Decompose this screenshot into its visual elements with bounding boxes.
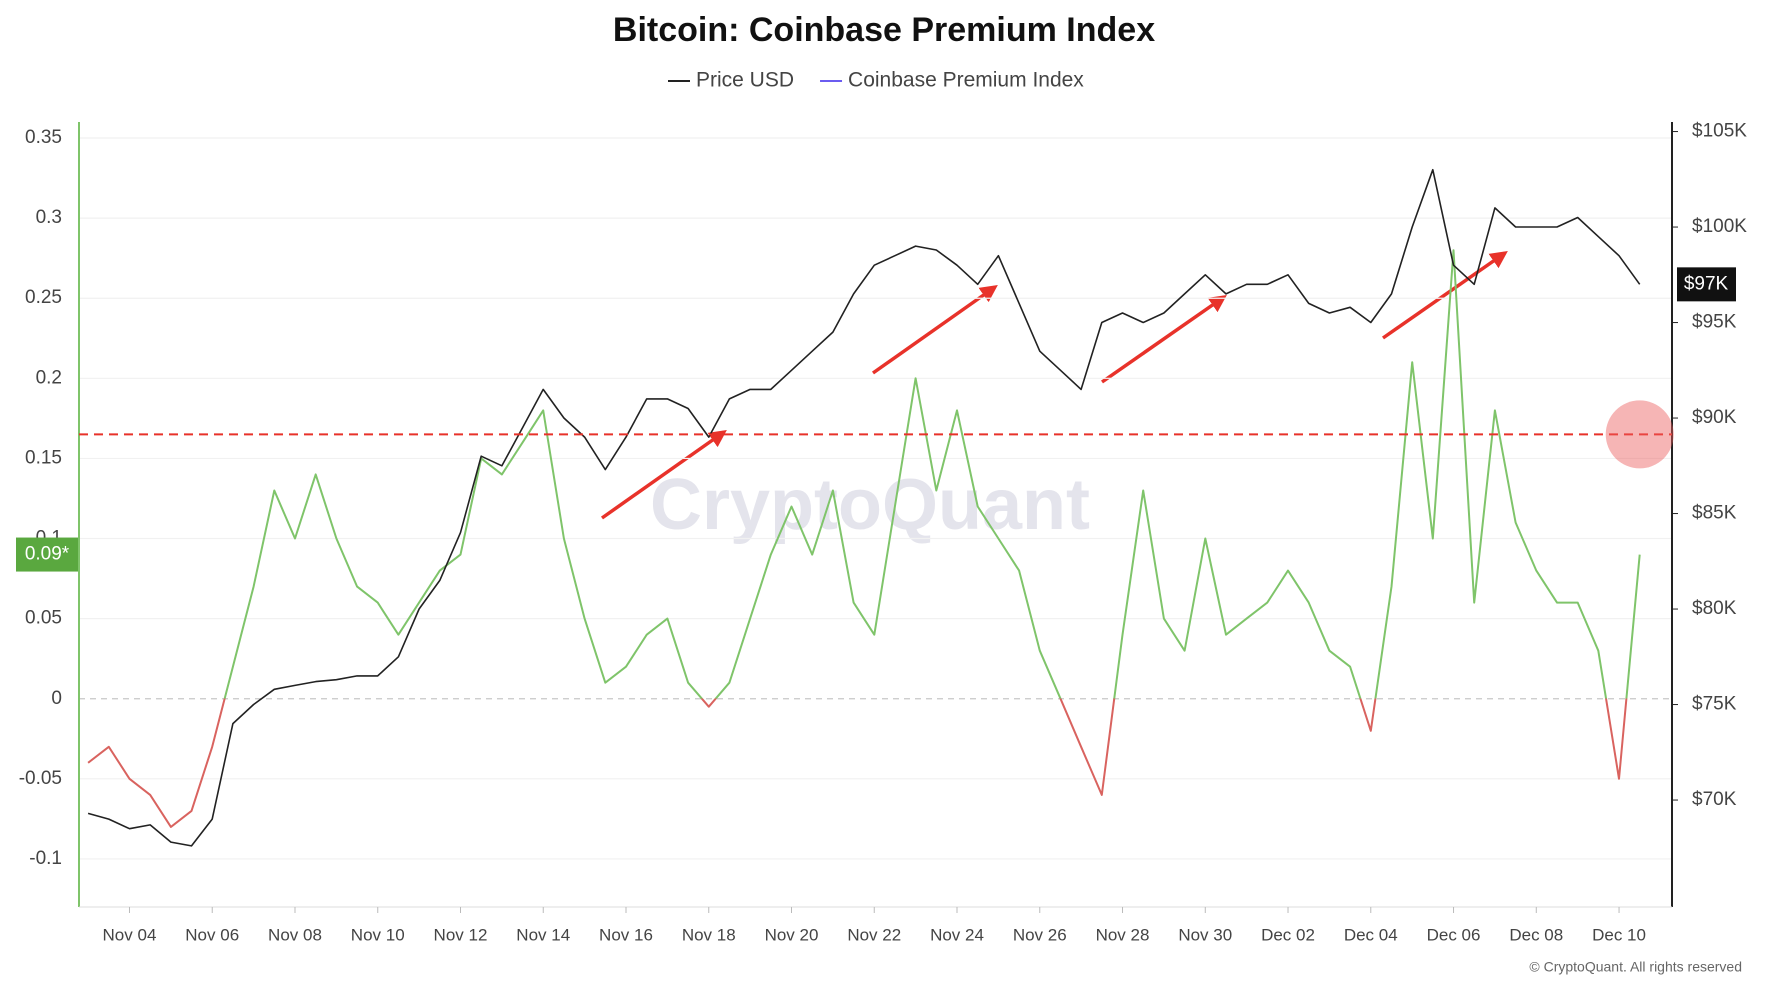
x-tick-label: Nov 24 [930,925,984,944]
y2-tick-label: $95K [1692,312,1737,333]
x-tick-label: Nov 12 [434,925,488,944]
y-tick-label: -0.05 [19,768,62,789]
x-tick-label: Nov 06 [185,925,239,944]
series-line [87,168,1641,847]
last-label: 0.09* [25,544,70,565]
arrow [1100,294,1227,384]
series-line [87,249,1641,828]
y2-tick-label: $70K [1692,789,1737,810]
y2-tick-label: $85K [1692,503,1737,524]
chart-title: Bitcoin: Coinbase Premium Index [613,11,1155,49]
x-tick-label: Nov 22 [847,925,901,944]
x-tick-label: Nov 10 [351,925,405,944]
x-tick-label: Nov 14 [516,925,570,944]
y2-tick-label: $100K [1692,216,1747,237]
x-tick-label: Dec 06 [1427,925,1481,944]
x-tick-label: Nov 20 [765,925,819,944]
legend-label: Coinbase Premium Index [848,69,1084,92]
x-tick-label: Dec 10 [1592,925,1646,944]
y2-tick-label: $75K [1692,694,1737,715]
arrow [1381,250,1508,340]
footer: © CryptoQuant. All rights reserved [1529,959,1742,975]
arrows [600,250,1508,520]
legend-label: Price USD [696,69,794,92]
y2-tick-label: $80K [1692,598,1737,619]
x-tick-label: Dec 02 [1261,925,1315,944]
y-tick-label: 0.3 [36,207,62,228]
last-label-box [16,537,78,572]
y-tick-label: 0.05 [25,608,62,629]
y-tick-label: 0.2 [36,367,62,388]
y-tick-label: 0.25 [25,287,62,308]
watermark: CryptoQuant [650,465,1090,545]
last-label-box [1677,267,1736,302]
y2-tick-label: $105K [1692,121,1747,142]
y-tick-label: 0 [51,688,62,709]
y-tick-label: -0.1 [29,848,62,869]
arrow [871,284,998,375]
y-tick-label: 0.15 [25,447,62,468]
x-tick-label: Dec 08 [1509,925,1563,944]
x-tick-label: Nov 08 [268,925,322,944]
x-tick-label: Nov 18 [682,925,736,944]
x-tick-label: Nov 26 [1013,925,1067,944]
x-tick-label: Nov 16 [599,925,653,944]
arrow [600,429,727,520]
y2-tick-label: $90K [1692,407,1737,428]
x-tick-label: Dec 04 [1344,925,1398,944]
last-label: $97K [1684,273,1729,294]
x-tick-label: Nov 04 [103,925,157,944]
x-tick-label: Nov 30 [1178,925,1232,944]
highlight [1605,400,1674,469]
y-tick-label: 0.35 [25,127,62,148]
x-tick-label: Nov 28 [1096,925,1150,944]
